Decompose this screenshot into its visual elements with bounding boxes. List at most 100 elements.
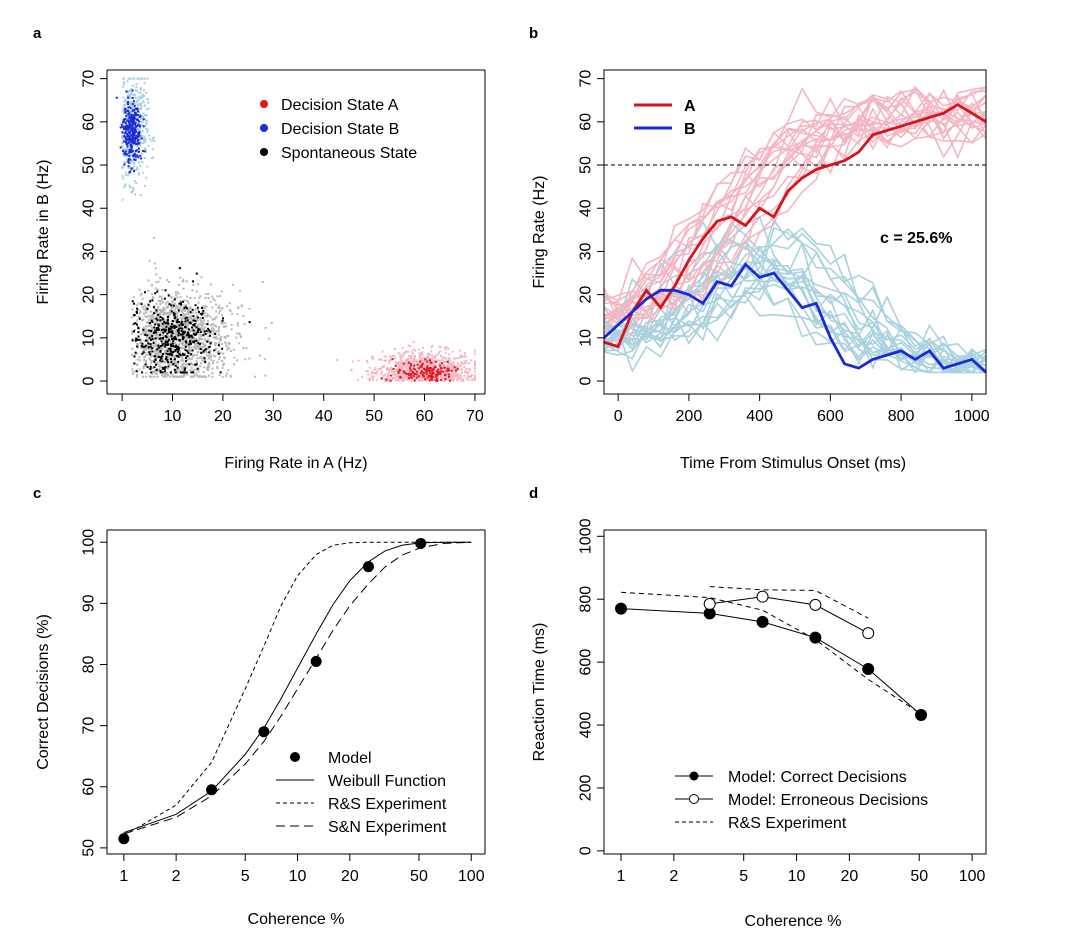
scatter-point-cloud	[395, 373, 398, 376]
panel-a-ylabel: Firing Rate in B (Hz)	[35, 160, 52, 305]
scatter-point-cloud	[142, 365, 145, 368]
scatter-point	[134, 117, 137, 120]
scatter-point	[429, 367, 432, 370]
scatter-point	[192, 319, 195, 322]
scatter-point	[419, 360, 422, 363]
scatter-point-cloud	[123, 100, 126, 103]
scatter-point	[177, 355, 180, 358]
scatter-point-cloud	[142, 344, 145, 347]
scatter-point-cloud	[163, 372, 166, 375]
scatter-point	[168, 328, 171, 331]
scatter-point-cloud	[401, 365, 404, 368]
scatter-point-cloud	[215, 348, 218, 351]
scatter-point	[185, 316, 188, 319]
scatter-point-cloud	[188, 315, 191, 318]
scatter-point	[137, 134, 140, 137]
scatter-point-cloud	[264, 326, 267, 329]
scatter-point-cloud	[169, 313, 172, 316]
scatter-point	[132, 121, 135, 124]
scatter-point	[167, 365, 170, 368]
scatter-point-cloud	[264, 374, 267, 377]
scatter-point-cloud	[149, 310, 152, 313]
scatter-point-cloud	[434, 355, 437, 358]
scatter-point-cloud	[158, 368, 161, 371]
scatter-point-cloud	[140, 338, 143, 341]
trial-trace-b	[604, 220, 986, 374]
model-point	[258, 726, 270, 738]
scatter-point-cloud	[139, 194, 142, 197]
scatter-point-cloud	[200, 345, 203, 348]
scatter-point-cloud	[197, 351, 200, 354]
scatter-point	[402, 362, 405, 365]
scatter-point-cloud	[167, 311, 170, 314]
scatter-point-cloud	[127, 77, 130, 80]
scatter-point-cloud	[179, 296, 182, 299]
scatter-point	[164, 344, 167, 347]
scatter-point-cloud	[139, 142, 142, 145]
scatter-point	[169, 347, 172, 350]
scatter-point-cloud	[397, 379, 400, 382]
scatter-point-cloud	[185, 336, 188, 339]
scatter-point-cloud	[242, 315, 245, 318]
scatter-point-cloud	[172, 323, 175, 326]
scatter-point-cloud	[165, 337, 168, 340]
scatter-point-cloud	[424, 373, 427, 376]
scatter-point	[405, 372, 408, 375]
scatter-point	[205, 330, 208, 333]
scatter-point	[208, 329, 211, 332]
scatter-point-cloud	[163, 339, 166, 342]
scatter-point-cloud	[155, 273, 158, 276]
scatter-point-cloud	[472, 378, 475, 381]
scatter-point-cloud	[196, 319, 199, 322]
scatter-point-cloud	[160, 309, 163, 312]
scatter-point	[412, 375, 415, 378]
scatter-point-cloud	[192, 363, 195, 366]
x-tick-label: 800	[888, 408, 915, 425]
scatter-point-cloud	[131, 160, 134, 163]
scatter-point-cloud	[185, 330, 188, 333]
scatter-point	[174, 346, 177, 349]
scatter-point	[126, 128, 129, 131]
scatter-point	[217, 352, 220, 355]
scatter-point-cloud	[137, 173, 140, 176]
scatter-point-cloud	[361, 375, 364, 378]
y-tick-label: 60	[81, 113, 98, 131]
scatter-point	[200, 352, 203, 355]
scatter-point-cloud	[129, 146, 132, 149]
panel-c-frame	[106, 529, 486, 855]
scatter-point	[181, 333, 184, 336]
scatter-point-cloud	[146, 128, 149, 131]
scatter-point-cloud	[183, 344, 186, 347]
scatter-point	[170, 361, 173, 364]
scatter-point-cloud	[162, 319, 165, 322]
scatter-point-cloud	[425, 362, 428, 365]
scatter-point-cloud	[198, 312, 201, 315]
scatter-point-cloud	[126, 91, 129, 94]
scatter-point-cloud	[419, 370, 422, 373]
scatter-point-cloud	[192, 375, 195, 378]
x-tick-label: 20	[214, 408, 232, 425]
scatter-point-cloud	[222, 352, 225, 355]
scatter-point-cloud	[177, 371, 180, 374]
trial-trace-b	[604, 241, 986, 374]
scatter-point	[129, 149, 132, 152]
scatter-point-cloud	[148, 304, 151, 307]
scatter-point-cloud	[221, 307, 224, 310]
scatter-point-cloud	[412, 366, 415, 369]
scatter-point-cloud	[458, 349, 461, 352]
scatter-point	[188, 334, 191, 337]
scatter-point-cloud	[169, 356, 172, 359]
scatter-point-cloud	[413, 360, 416, 363]
scatter-point-cloud	[149, 359, 152, 362]
scatter-point	[171, 332, 174, 335]
scatter-point-cloud	[168, 358, 171, 361]
scatter-point-cloud	[147, 289, 150, 292]
scatter-point	[131, 109, 134, 112]
scatter-point-cloud	[465, 377, 468, 380]
scatter-point-cloud	[226, 305, 229, 308]
scatter-point	[389, 374, 392, 377]
scatter-point-cloud	[141, 298, 144, 301]
scatter-point-cloud	[203, 366, 206, 369]
scatter-point-cloud	[438, 359, 441, 362]
scatter-point-cloud	[439, 354, 442, 357]
